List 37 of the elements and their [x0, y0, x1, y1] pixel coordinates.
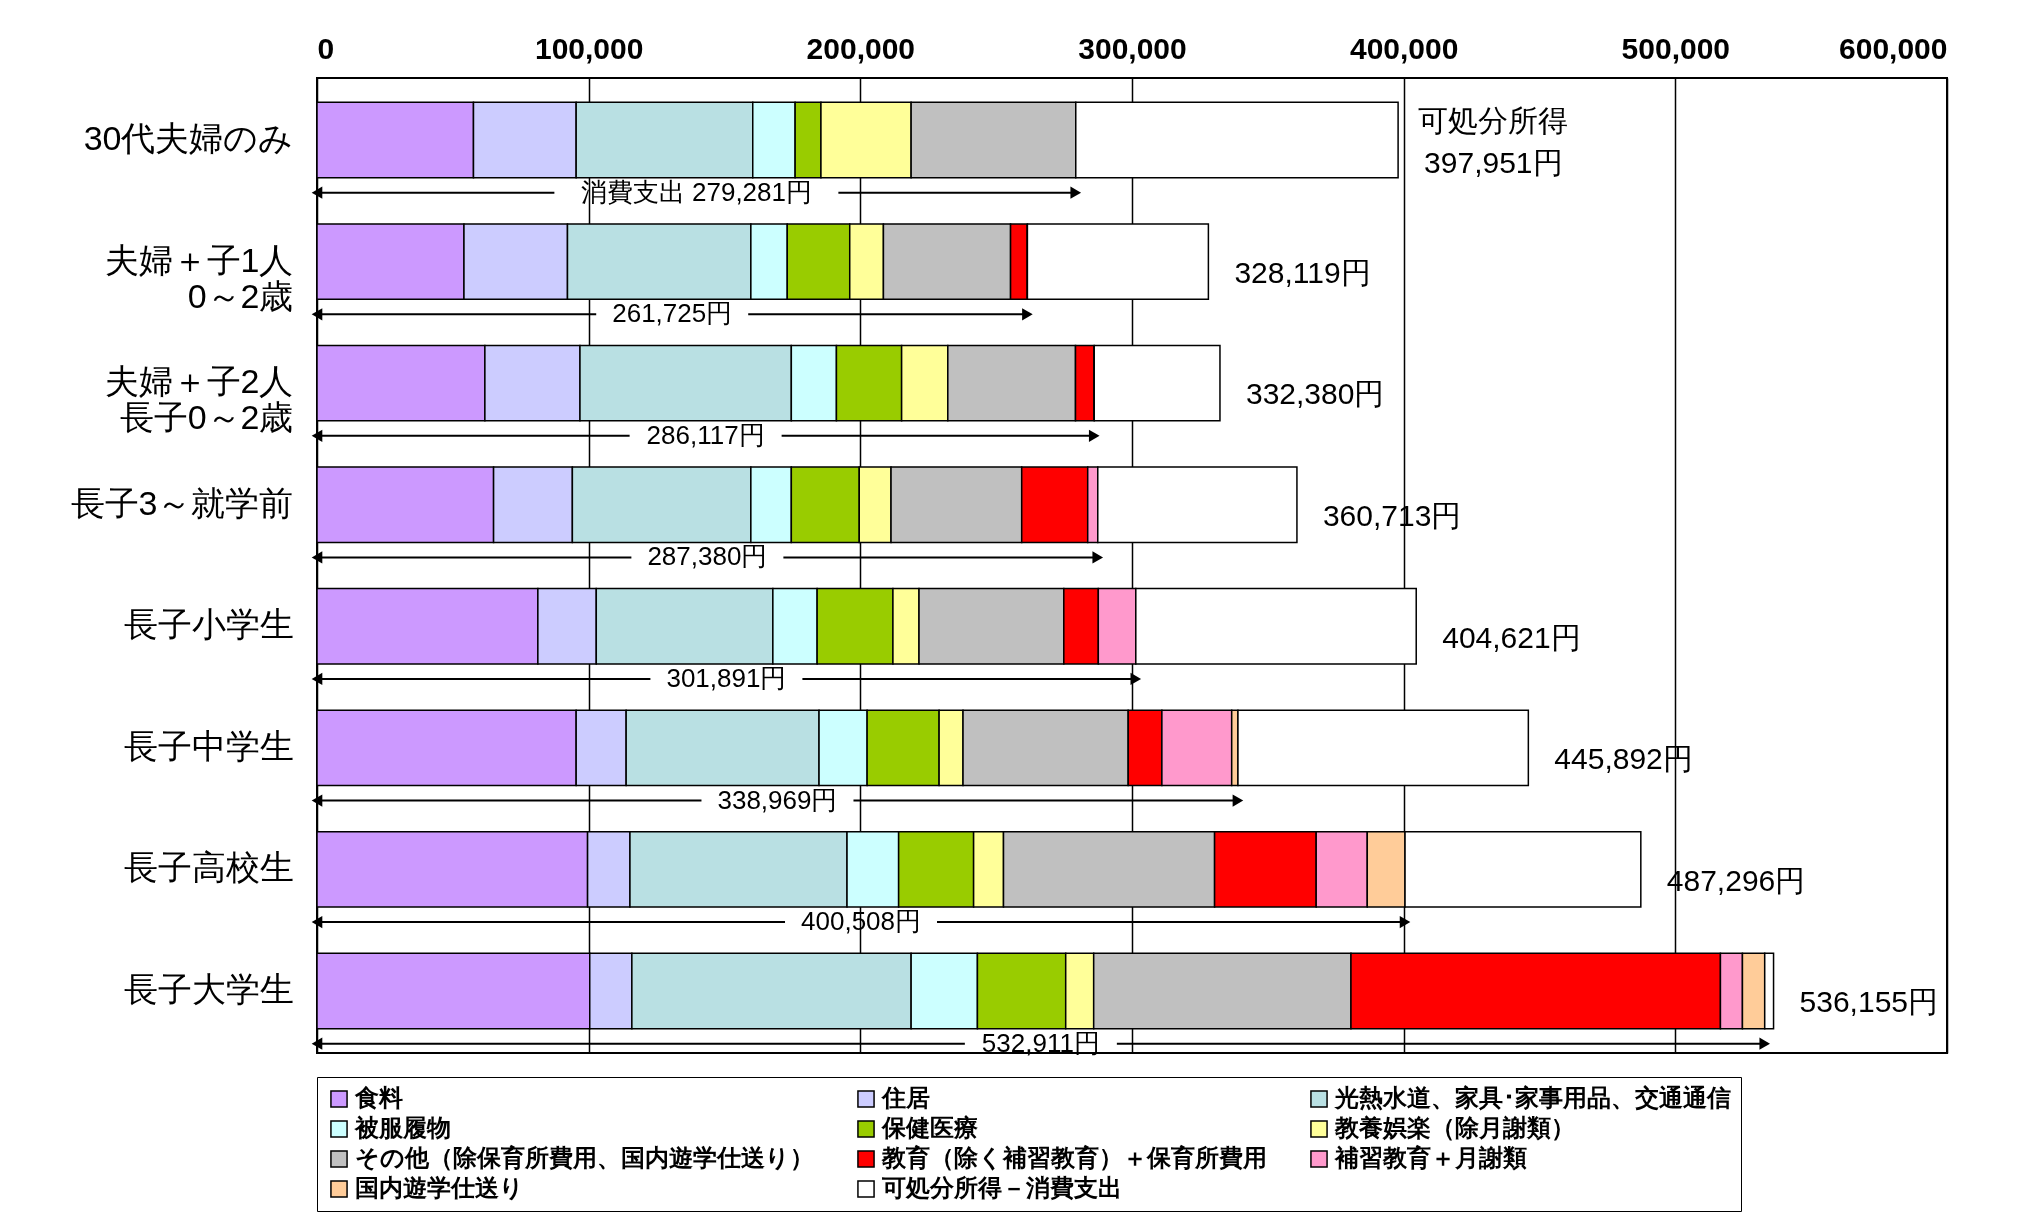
y-tick-label: 夫婦＋子1人0～2歳	[104, 240, 294, 315]
legend-label: その他（除保育所費用、国内遊学仕送り）	[355, 1144, 814, 1171]
annotation: 287,380円	[647, 541, 768, 572]
legend-label: 可処分所得－消費支出	[881, 1174, 1122, 1201]
legend-label: 教養娯楽（除月謝類）	[1334, 1114, 1575, 1141]
x-tick-label: 100,000	[534, 31, 644, 65]
x-tick-label: 400,000	[1349, 31, 1459, 65]
x-tick-label: 600,000	[1839, 31, 1948, 65]
total-label: 328,119円	[1234, 255, 1371, 289]
y-tick-label: 長子大学生	[123, 970, 294, 1008]
total-label: 397,951円	[1424, 146, 1563, 180]
legend-label: 教育（除く補習教育）＋保育所費用	[881, 1144, 1267, 1171]
y-tick-label: 夫婦＋子2人長子0～2歳	[104, 362, 294, 437]
total-label: 536,155円	[1799, 985, 1939, 1019]
legend-label: 光熱水道、家具･家事用品、交通通信	[1334, 1084, 1731, 1111]
y-tick-label: 長子中学生	[123, 726, 294, 765]
x-tick-label: 300,000	[1078, 31, 1187, 65]
legend-label: 補習教育＋月謝類	[1334, 1144, 1527, 1171]
total-label: 404,621円	[1442, 620, 1581, 654]
y-tick-label: 30代夫婦のみ	[83, 119, 294, 157]
annotation: 可処分所得	[1418, 104, 1569, 138]
legend-label: 食料	[354, 1084, 403, 1111]
x-tick-label: 200,000	[806, 31, 916, 65]
legend-label: 国内遊学仕送り	[355, 1174, 524, 1201]
y-tick-label: 長子小学生	[123, 605, 294, 644]
legend-label: 保健医療	[881, 1114, 978, 1141]
annotation: 301,891円	[666, 662, 787, 693]
annotation: 338,969円	[717, 784, 838, 815]
x-tick-label: 500,000	[1621, 31, 1731, 65]
legend-label: 住居	[881, 1084, 930, 1111]
legend-label: 被服履物	[354, 1114, 451, 1141]
x-tick-label: 0	[317, 31, 335, 65]
y-tick-label: 長子3～就学前	[70, 483, 294, 522]
annotation: 286,117円	[646, 419, 765, 450]
annotation: 261,725円	[612, 298, 733, 329]
total-label: 332,380円	[1245, 377, 1385, 411]
y-tick-label: 長子高校生	[123, 848, 294, 887]
